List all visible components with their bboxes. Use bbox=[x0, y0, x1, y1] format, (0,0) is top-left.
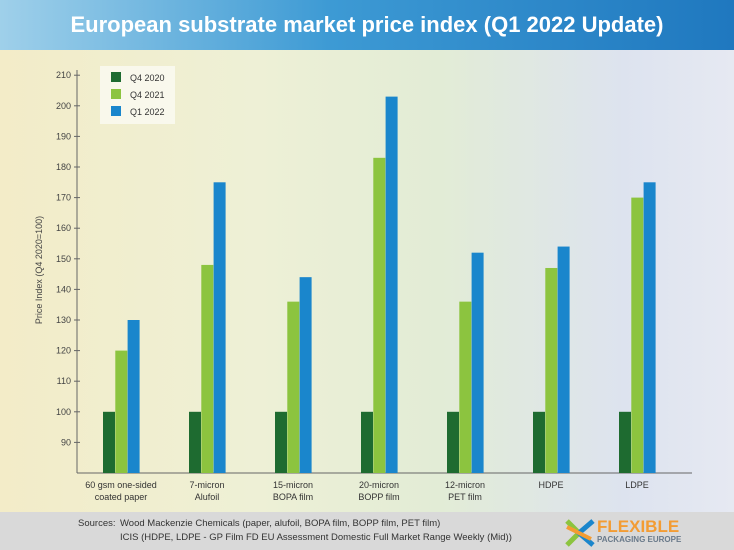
category-label: coated paper bbox=[95, 492, 148, 502]
bar bbox=[361, 411, 373, 473]
category-label: LDPE bbox=[625, 480, 649, 490]
legend-swatch bbox=[111, 89, 121, 99]
bar bbox=[471, 252, 484, 473]
bar bbox=[103, 411, 115, 473]
logo-subtitle: PACKAGING EUROPE bbox=[597, 535, 682, 544]
y-tick-label: 210 bbox=[56, 70, 71, 80]
bar bbox=[459, 301, 472, 473]
bar bbox=[115, 350, 128, 473]
chart: 90 100 110 120 130 140 150 160 170 180 190 200 210 Pr… bbox=[34, 70, 692, 502]
bar bbox=[201, 264, 214, 473]
category-label: 15-micron bbox=[273, 480, 313, 490]
category-label: Alufoil bbox=[195, 492, 220, 502]
sources-label: Sources: bbox=[78, 518, 116, 529]
bar bbox=[557, 246, 570, 473]
y-tick-label: 100 bbox=[56, 407, 71, 417]
legend-swatch bbox=[111, 72, 121, 82]
bar bbox=[127, 320, 140, 473]
bar bbox=[447, 411, 459, 473]
footer bbox=[0, 512, 734, 550]
y-tick-label: 140 bbox=[56, 284, 71, 294]
bar bbox=[643, 182, 656, 474]
category-label: 20-micron bbox=[359, 480, 399, 490]
bar bbox=[189, 411, 201, 473]
logo-icon bbox=[565, 519, 595, 547]
source-line-2: ICIS (HDPE, LDPE - GP Film FD EU Assessm… bbox=[120, 532, 512, 543]
legend-label: Q1 2022 bbox=[130, 107, 165, 117]
y-tick-label: 180 bbox=[56, 162, 71, 172]
category-label: 7-micron bbox=[189, 480, 224, 490]
bar bbox=[287, 301, 300, 473]
legend-label: Q4 2020 bbox=[130, 73, 165, 83]
category-label: BOPA film bbox=[273, 492, 313, 502]
category-label: 12-micron bbox=[445, 480, 485, 490]
bar bbox=[533, 411, 545, 473]
category-label: 60 gsm one-sided bbox=[85, 480, 157, 490]
y-tick-label: 110 bbox=[57, 376, 71, 386]
y-tick-label: 130 bbox=[56, 315, 71, 325]
y-tick-label: 190 bbox=[56, 131, 71, 141]
category-label: BOPP film bbox=[358, 492, 399, 502]
y-axis-label: Price Index (Q4 2020=100) bbox=[34, 216, 44, 324]
y-tick-label: 160 bbox=[56, 223, 71, 233]
bar bbox=[299, 277, 312, 473]
source-line-1: Wood Mackenzie Chemicals (paper, alufoil… bbox=[120, 518, 441, 529]
y-tick-label: 200 bbox=[56, 101, 71, 111]
bar bbox=[213, 182, 226, 474]
bar bbox=[631, 197, 644, 473]
bar bbox=[385, 96, 398, 474]
legend-label: Q4 2021 bbox=[130, 90, 165, 100]
bar bbox=[619, 411, 631, 473]
legend-swatch bbox=[111, 106, 121, 116]
bar bbox=[545, 267, 558, 473]
category-label: HDPE bbox=[538, 480, 563, 490]
chart-title: European substrate market price index (Q… bbox=[0, 0, 734, 50]
category-label: PET film bbox=[448, 492, 482, 502]
bar bbox=[373, 157, 386, 473]
y-tick-label: 120 bbox=[56, 346, 71, 356]
y-tick-label: 150 bbox=[56, 254, 71, 264]
bar bbox=[275, 411, 287, 473]
y-tick-label: 90 bbox=[61, 437, 71, 447]
y-tick-label: 170 bbox=[56, 193, 71, 203]
logo-name: FLEXIBLE bbox=[597, 517, 680, 536]
